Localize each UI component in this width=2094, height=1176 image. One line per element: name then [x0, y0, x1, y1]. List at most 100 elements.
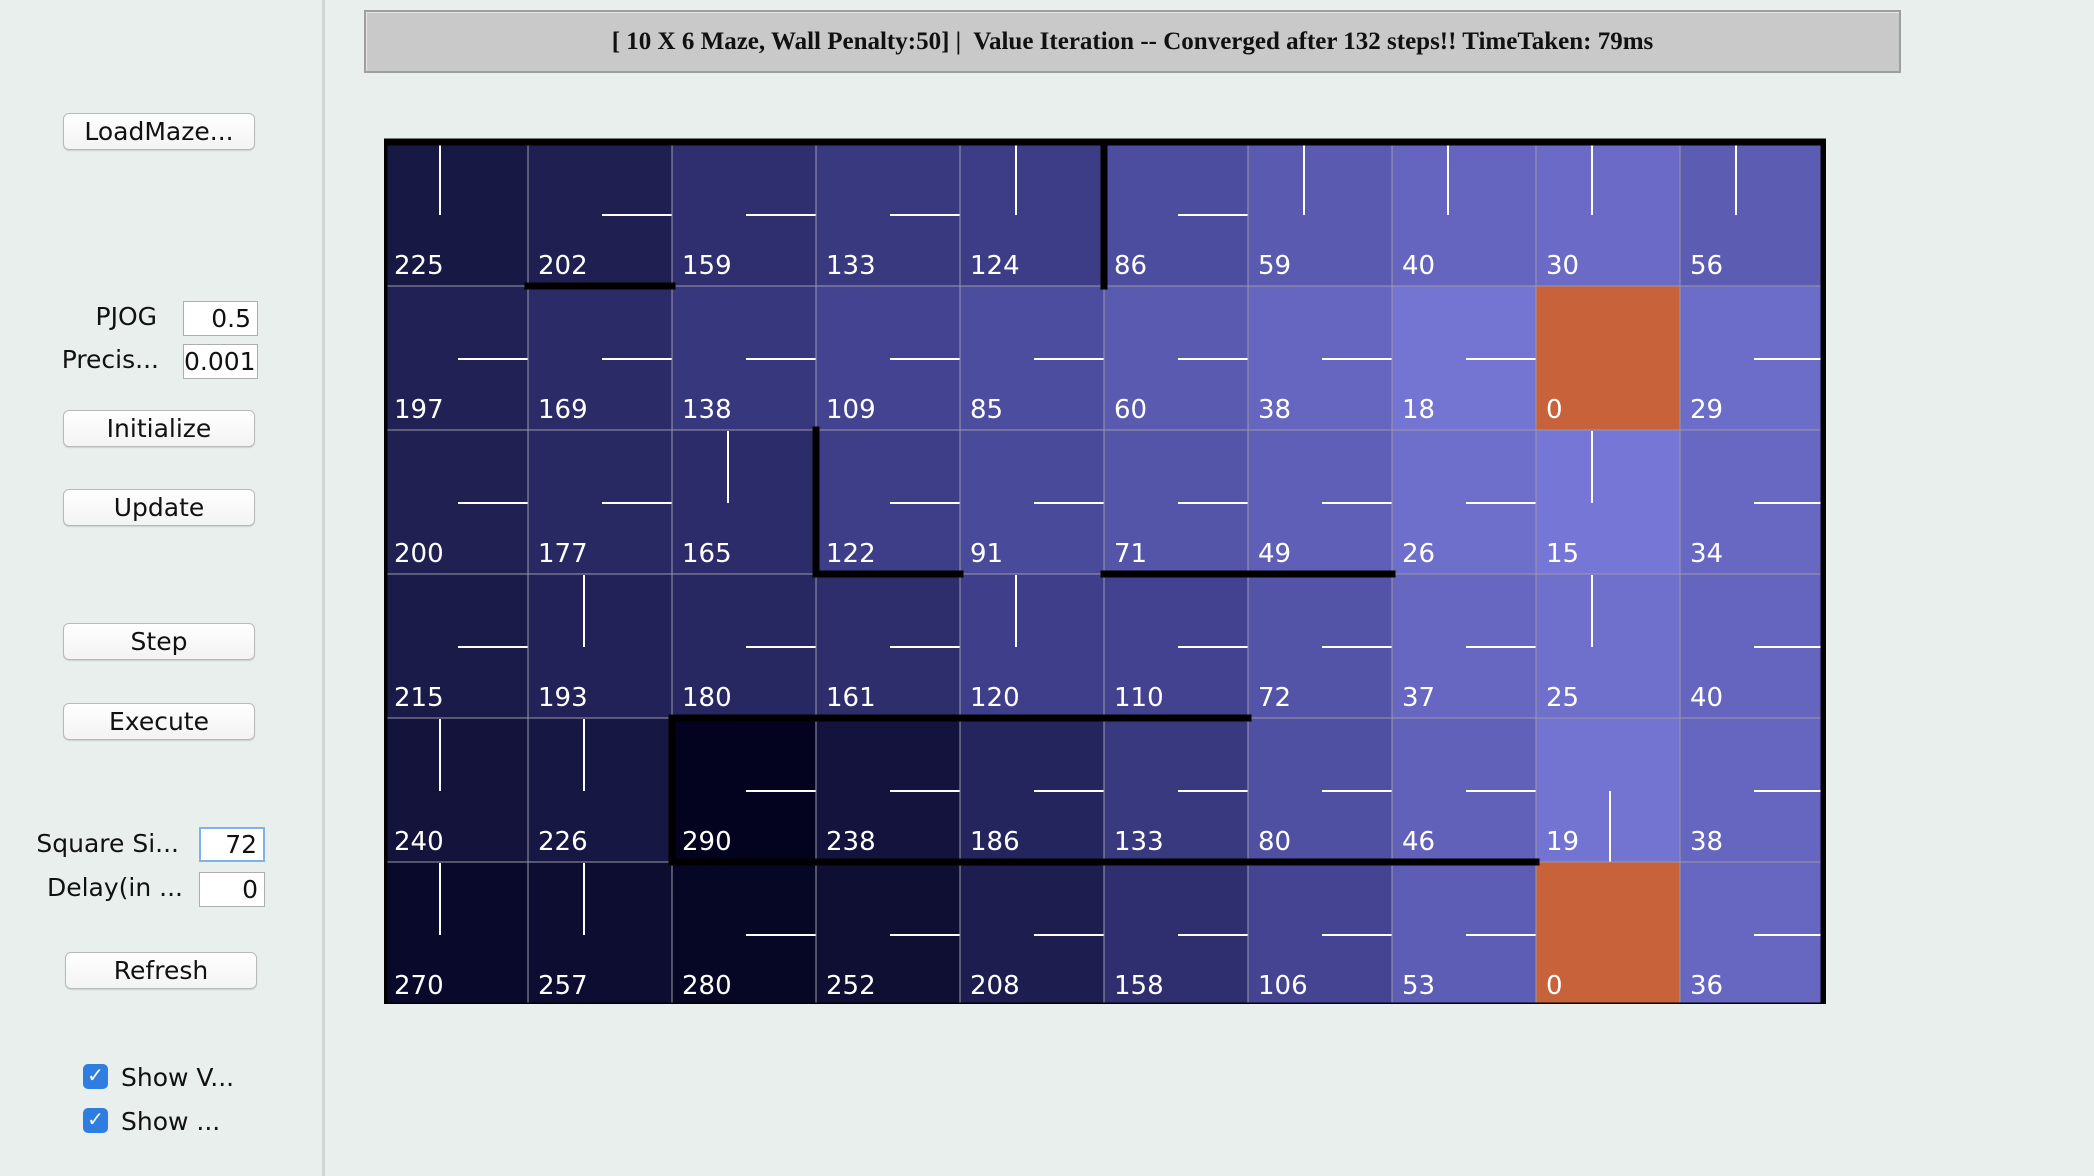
maze-cell[interactable]: 15	[1535, 429, 1681, 575]
maze-grid[interactable]: 225 202 159 133 124 86 59 40 30 56 197 169 138 109 85 6…	[384, 135, 1826, 1004]
maze-cell[interactable]: 19	[1535, 717, 1681, 863]
maze-cell[interactable]: 37	[1391, 573, 1537, 719]
maze-canvas[interactable]: 225 202 159 133 124 86 59 40 30 56 197 169 138 109 85 6…	[384, 135, 1826, 1004]
update-button[interactable]: Update	[63, 489, 255, 526]
maze-cell[interactable]: 197	[384, 285, 529, 431]
cell-value: 40	[1402, 251, 1435, 281]
cell-square	[1247, 141, 1393, 287]
maze-cell[interactable]: 202	[527, 141, 673, 287]
cell-value: 49	[1258, 539, 1291, 569]
cell-value: 161	[826, 683, 876, 713]
cell-value: 30	[1546, 251, 1579, 281]
maze-cell[interactable]: 158	[1103, 861, 1249, 1004]
maze-cell[interactable]: 252	[815, 861, 961, 1004]
maze-cell[interactable]: 270	[384, 861, 529, 1004]
maze-cell[interactable]: 120	[959, 573, 1105, 719]
status-bar: [ 10 X 6 Maze, Wall Penalty:50] | Value …	[364, 10, 1901, 73]
maze-cell[interactable]: 240	[384, 717, 529, 863]
maze-cell[interactable]: 290	[671, 717, 817, 863]
maze-cell[interactable]: 109	[815, 285, 961, 431]
maze-cell[interactable]: 161	[815, 573, 961, 719]
maze-cell[interactable]: 80	[1247, 717, 1393, 863]
maze-cell[interactable]: 91	[959, 429, 1105, 575]
maze-cell[interactable]: 124	[959, 141, 1105, 287]
maze-cell[interactable]: 85	[959, 285, 1105, 431]
maze-cell[interactable]: 0	[1535, 285, 1681, 431]
show-values-checkbox[interactable]: ✓	[83, 1064, 108, 1089]
maze-cell[interactable]: 226	[527, 717, 673, 863]
delay-field[interactable]: 0	[199, 872, 265, 907]
maze-cell[interactable]: 238	[815, 717, 961, 863]
cell-value: 197	[394, 395, 444, 425]
execute-button[interactable]: Execute	[63, 703, 255, 740]
maze-cell[interactable]: 180	[671, 573, 817, 719]
maze-cell[interactable]: 133	[815, 141, 961, 287]
maze-cell[interactable]: 38	[1679, 717, 1825, 863]
maze-cell[interactable]: 72	[1247, 573, 1393, 719]
maze-cell[interactable]: 280	[671, 861, 817, 1004]
maze-cell[interactable]: 56	[1679, 141, 1825, 287]
maze-cell[interactable]: 169	[527, 285, 673, 431]
maze-cell[interactable]: 18	[1391, 285, 1537, 431]
load-maze-button[interactable]: LoadMaze...	[63, 113, 255, 150]
cell-value: 25	[1546, 683, 1579, 713]
cell-value: 202	[538, 251, 588, 281]
maze-cell[interactable]: 38	[1247, 285, 1393, 431]
control-panel: LoadMaze... PJOG 0.5 Precis... 0.001 Ini…	[0, 0, 325, 1176]
maze-cell[interactable]: 49	[1247, 429, 1393, 575]
maze-cell[interactable]: 40	[1391, 141, 1537, 287]
refresh-button[interactable]: Refresh	[65, 952, 257, 989]
delay-label: Delay(in ...	[46, 873, 183, 902]
maze-cell[interactable]: 60	[1103, 285, 1249, 431]
maze-cell[interactable]: 200	[384, 429, 529, 575]
maze-cell[interactable]: 46	[1391, 717, 1537, 863]
cell-value: 133	[826, 251, 876, 281]
maze-cell[interactable]: 86	[1103, 141, 1249, 287]
maze-cell[interactable]: 53	[1391, 861, 1537, 1004]
maze-cell[interactable]: 193	[527, 573, 673, 719]
precision-field[interactable]: 0.001	[183, 344, 258, 379]
maze-cell[interactable]: 177	[527, 429, 673, 575]
cell-value: 110	[1114, 683, 1164, 713]
cell-square	[527, 861, 673, 1004]
maze-cell[interactable]: 30	[1535, 141, 1681, 287]
maze-cell[interactable]: 165	[671, 429, 817, 575]
maze-cell[interactable]: 208	[959, 861, 1105, 1004]
pjog-field[interactable]: 0.5	[183, 301, 258, 336]
maze-cell[interactable]: 59	[1247, 141, 1393, 287]
cell-value: 200	[394, 539, 444, 569]
maze-cell[interactable]: 25	[1535, 573, 1681, 719]
maze-cell[interactable]: 36	[1679, 861, 1825, 1004]
maze-cell[interactable]: 29	[1679, 285, 1825, 431]
cell-value: 56	[1690, 251, 1723, 281]
square-size-field[interactable]: 72	[199, 827, 265, 862]
cell-value: 40	[1690, 683, 1723, 713]
cell-value: 215	[394, 683, 444, 713]
cell-value: 169	[538, 395, 588, 425]
maze-cell[interactable]: 26	[1391, 429, 1537, 575]
maze-cell[interactable]: 34	[1679, 429, 1825, 575]
maze-cell[interactable]: 110	[1103, 573, 1249, 719]
cell-value: 122	[826, 539, 876, 569]
maze-cell[interactable]: 122	[815, 429, 961, 575]
cell-value: 36	[1690, 971, 1723, 1001]
maze-cell[interactable]: 159	[671, 141, 817, 287]
maze-cell[interactable]: 257	[527, 861, 673, 1004]
show-policy-checkbox[interactable]: ✓	[83, 1108, 108, 1133]
maze-cell[interactable]: 138	[671, 285, 817, 431]
maze-cell[interactable]: 0	[1535, 861, 1681, 1004]
cell-value: 109	[826, 395, 876, 425]
maze-cell[interactable]: 186	[959, 717, 1105, 863]
cell-square	[959, 141, 1105, 287]
maze-cell[interactable]: 40	[1679, 573, 1825, 719]
cell-value: 15	[1546, 539, 1579, 569]
maze-cell[interactable]: 133	[1103, 717, 1249, 863]
cell-value: 38	[1690, 827, 1723, 857]
maze-cell[interactable]: 106	[1247, 861, 1393, 1004]
step-button[interactable]: Step	[63, 623, 255, 660]
maze-cell[interactable]: 225	[384, 141, 529, 287]
initialize-button[interactable]: Initialize	[63, 410, 255, 447]
maze-cell[interactable]: 71	[1103, 429, 1249, 575]
cell-value: 186	[970, 827, 1020, 857]
maze-cell[interactable]: 215	[384, 573, 529, 719]
